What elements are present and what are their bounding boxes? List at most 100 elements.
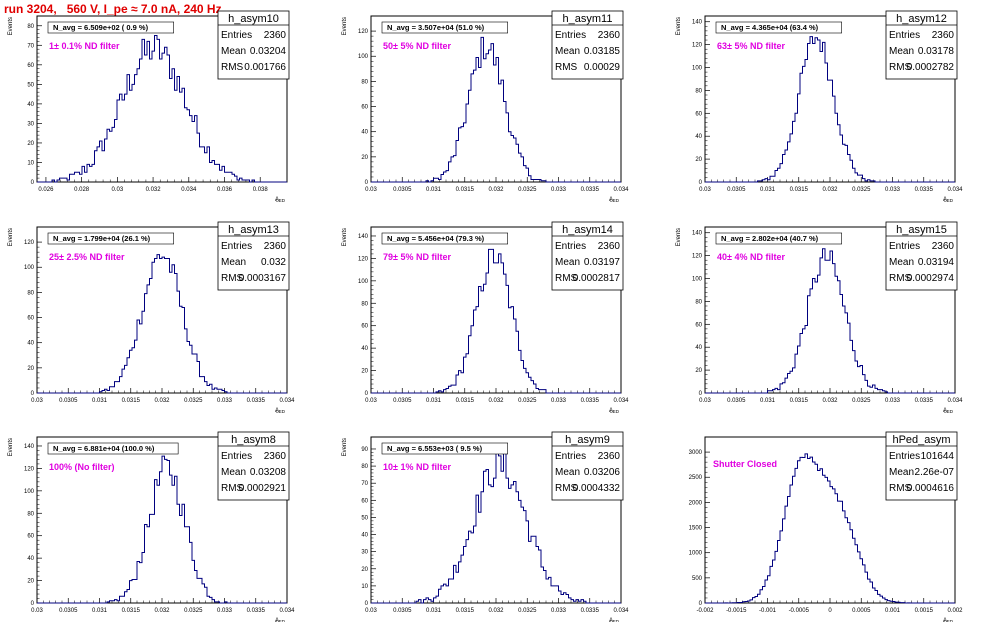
- y-tick-label: 60: [361, 498, 368, 504]
- stats-label: Mean: [221, 46, 246, 57]
- x-tick-label: 0.0335: [581, 608, 600, 614]
- x-tick-label: 0.034: [947, 398, 963, 404]
- navg-label: N_avg = 2.802e+04 (40.7 %): [721, 234, 819, 243]
- x-tick-label: 0.031: [426, 608, 442, 614]
- histogram-line: [705, 36, 955, 183]
- stats-value: 0.03204: [250, 46, 287, 57]
- x-tick-label: 0.032: [488, 608, 504, 614]
- y-tick-label: 40: [27, 341, 34, 347]
- y-tick-label: 30: [361, 550, 368, 556]
- stats-title: h_asym12: [896, 13, 947, 25]
- stats-label: Entries: [221, 451, 252, 462]
- x-tick-label: 0.032: [822, 187, 838, 193]
- stats-value: 0.03206: [584, 467, 621, 478]
- stats-value: 0.0002817: [573, 273, 621, 284]
- histogram-panel-h_asym11: 0.03 0.0305 0.031 0.0315 0.032 0.0325 0.033 0.0…: [342, 10, 629, 203]
- x-axis-label-sub: LED: [610, 619, 620, 622]
- navg-label: N_avg = 6.509e+02 ( 0.9 %): [53, 23, 149, 32]
- stats-box: [551, 221, 624, 291]
- x-axis-label-sub: LED: [944, 409, 954, 414]
- histogram-panel-hPed_asym: -0.002 -0.0015 -0.001 -0.0005 0 0.0005 0.001 0.…: [689, 431, 963, 622]
- stats-value: 0.0004616: [907, 483, 955, 494]
- x-tick-label: 0.036: [217, 187, 233, 193]
- y-tick-label: 20: [361, 567, 368, 573]
- x-tick-label: 0.0325: [852, 398, 871, 404]
- stats-box: [885, 221, 958, 291]
- navg-label: N_avg = 1.799e+04 (26.1 %): [53, 234, 151, 243]
- x-tick-label: 0.0315: [456, 398, 475, 404]
- x-tick-label: 0.03: [699, 398, 711, 404]
- stats-value: 2360: [932, 30, 955, 41]
- x-tick-label: 0.0315: [790, 187, 809, 193]
- x-tick-label: 0.033: [885, 398, 901, 404]
- y-tick-label: 120: [24, 466, 35, 472]
- x-tick-label: 0.0305: [393, 187, 412, 193]
- x-tick-label: 0.0335: [915, 398, 934, 404]
- stats-box: [217, 431, 290, 501]
- y-tick-label: 2500: [689, 475, 703, 481]
- y-tick-label: 50: [361, 515, 368, 521]
- x-tick-label: 0.0325: [184, 398, 203, 404]
- x-tick-label: 0.03: [31, 608, 43, 614]
- y-axis-label: Events: [342, 438, 348, 456]
- navg-box: [715, 232, 842, 245]
- x-axis-label-sub: LED: [944, 198, 954, 203]
- x-tick-label: 0.0325: [518, 608, 537, 614]
- x-tick-label: 0: [828, 608, 832, 614]
- stats-label: Entries: [221, 241, 252, 252]
- x-tick-label: 0.034: [613, 187, 629, 193]
- x-tick-label: 0.0305: [393, 608, 412, 614]
- stats-label: RMS: [221, 62, 244, 73]
- stats-label: Mean: [889, 257, 914, 268]
- x-axis-label-sub: LED: [610, 409, 620, 414]
- x-tick-label: 0.03: [365, 608, 377, 614]
- y-tick-label: 40: [361, 346, 368, 352]
- x-tick-label: 0.032: [488, 187, 504, 193]
- stats-box: [551, 431, 624, 501]
- filter-label: 40± 4% ND filter: [717, 252, 785, 262]
- stats-box: [217, 221, 290, 291]
- x-tick-label: 0.031: [760, 187, 776, 193]
- stats-value: 2360: [264, 30, 287, 41]
- y-tick-label: 100: [358, 279, 369, 285]
- stats-value: 0.03194: [918, 257, 955, 268]
- y-tick-label: 140: [692, 20, 703, 26]
- y-tick-label: 80: [695, 299, 702, 305]
- x-tick-label: 0.0305: [59, 398, 78, 404]
- x-axis-label-sub: LED: [610, 198, 620, 203]
- y-axis-label: Events: [8, 17, 14, 35]
- x-tick-label: 0.032: [488, 398, 504, 404]
- x-tick-label: 0.034: [181, 187, 197, 193]
- y-tick-label: 10: [27, 160, 34, 166]
- x-axis-label-sub: LED: [276, 619, 286, 622]
- x-tick-label: 0.0335: [247, 608, 266, 614]
- stats-value: 0.0004332: [573, 483, 621, 494]
- x-tick-label: 0.03: [112, 187, 124, 193]
- x-tick-label: 0.0315: [790, 398, 809, 404]
- y-tick-label: 0: [365, 180, 369, 186]
- x-axis-label-sub: LED: [944, 619, 954, 622]
- histogram-line: [371, 36, 621, 183]
- x-tick-label: 0.026: [38, 187, 54, 193]
- stats-label: Mean: [889, 46, 914, 57]
- y-tick-label: 3000: [689, 450, 703, 456]
- x-tick-label: 0.0315: [456, 187, 475, 193]
- y-tick-label: 90: [361, 447, 368, 453]
- y-tick-label: 0: [699, 180, 703, 186]
- stats-title: hPed_asym: [892, 434, 950, 446]
- stats-label: RMS: [889, 483, 912, 494]
- x-tick-label: 0.0305: [59, 608, 78, 614]
- stats-label: Mean: [889, 467, 914, 478]
- histogram-panel-h_asym12: 0.03 0.0305 0.031 0.0315 0.032 0.0325 0.033 0.0…: [676, 10, 963, 203]
- x-tick-label: 0.03: [365, 187, 377, 193]
- histogram-panel-h_asym13: 0.03 0.0305 0.031 0.0315 0.032 0.0325 0.033 0.0…: [8, 221, 295, 414]
- stats-value: 0.03208: [250, 467, 287, 478]
- stats-value: 0.03197: [584, 257, 621, 268]
- stats-value: 0.0003167: [239, 273, 287, 284]
- stats-value: 2360: [598, 30, 621, 41]
- x-tick-label: 0.032: [146, 187, 162, 193]
- x-tick-label: 0.033: [217, 398, 233, 404]
- y-tick-label: 30: [27, 121, 34, 127]
- y-axis-label: Events: [676, 17, 682, 35]
